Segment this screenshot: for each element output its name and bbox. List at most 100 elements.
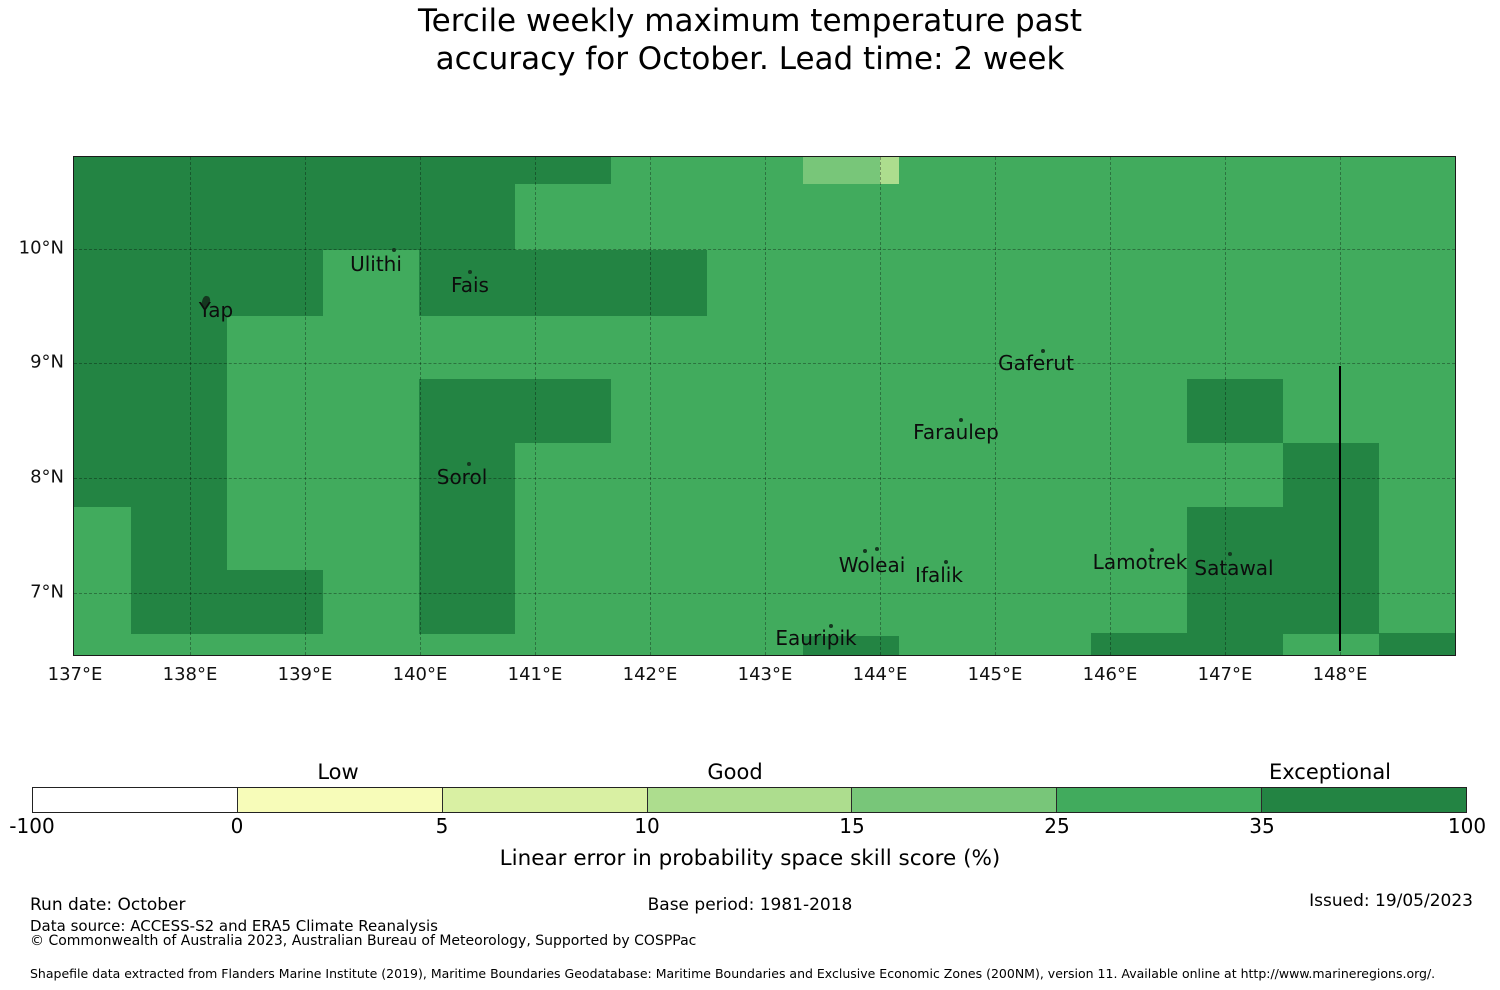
island-marker-dot	[863, 549, 867, 553]
footer-run-date: Run date: October	[30, 895, 186, 915]
island-marker-dot	[1150, 548, 1154, 552]
footer-issued: Issued: 19/05/2023	[1309, 891, 1473, 911]
map-cell	[74, 316, 227, 507]
colorbar-region-label-exceptional: Exceptional	[1268, 760, 1392, 784]
island-marker-dot	[875, 547, 879, 551]
gridline-vertical	[305, 157, 306, 655]
y-tick-label: 7°N	[30, 581, 64, 603]
eez-boundary-line	[1339, 366, 1341, 651]
gridline-vertical	[420, 157, 421, 655]
map-cell	[131, 507, 227, 634]
y-tick-label: 9°N	[30, 351, 64, 373]
island-marker-dot	[468, 270, 472, 274]
map-cell	[74, 250, 323, 316]
colorbar-segment	[646, 788, 852, 812]
map-cell	[419, 379, 515, 634]
island-label: Ifalik	[915, 563, 963, 587]
x-tick-label: 144°E	[852, 664, 908, 685]
x-tick-label: 148°E	[1312, 664, 1368, 685]
map-cell	[803, 157, 880, 184]
colorbar-tick-label: 5	[435, 814, 449, 838]
island-label: Ulithi	[350, 252, 402, 276]
map-cell	[227, 570, 323, 634]
colorbar-axis-label: Linear error in probability space skill …	[499, 846, 1001, 871]
island-marker-dot	[1041, 349, 1045, 353]
colorbar	[32, 787, 1467, 813]
island-marker-dot	[1228, 552, 1232, 556]
x-tick-label: 138°E	[162, 664, 218, 685]
gridline-vertical	[535, 157, 536, 655]
x-tick-label: 141°E	[507, 664, 563, 685]
island-label: Fais	[451, 273, 489, 297]
chart-title: Tercile weekly maximum temperature past …	[0, 2, 1500, 78]
gridline-vertical	[650, 157, 651, 655]
island-label: Yap	[198, 298, 234, 322]
colorbar-tick-label: -100	[9, 814, 55, 838]
map-cell	[419, 250, 707, 316]
map-cell	[1379, 633, 1455, 655]
island-label: Woleai	[838, 553, 906, 577]
colorbar-tick-label: 100	[1447, 814, 1487, 838]
gridline-horizontal	[74, 478, 1455, 479]
island-label: Eauripik	[775, 626, 857, 650]
map-cell	[1187, 379, 1283, 443]
footer-base-period: Base period: 1981-2018	[647, 895, 853, 915]
gridline-vertical	[1110, 157, 1111, 655]
map-cell	[1187, 507, 1283, 634]
gridline-vertical	[995, 157, 996, 655]
footer-shapefile-note: Shapefile data extracted from Flanders M…	[30, 966, 1436, 981]
island-marker-dot	[467, 462, 471, 466]
gridline-horizontal	[74, 363, 1455, 364]
y-tick-label: 8°N	[30, 466, 64, 488]
colorbar-segment	[1261, 788, 1467, 812]
colorbar-segment	[441, 788, 647, 812]
colorbar-region-label-good: Good	[707, 760, 763, 784]
colorbar-tick-label: 0	[230, 814, 244, 838]
island-label: Gaferut	[998, 351, 1074, 375]
colorbar-tick-label: 35	[1249, 814, 1275, 838]
x-tick-label: 146°E	[1082, 664, 1138, 685]
footer-data-source: Data source: ACCESS-S2 and ERA5 Climate …	[30, 917, 438, 935]
island-marker-dot	[392, 248, 396, 252]
map-cell	[515, 379, 611, 443]
island-label: Faraulep	[913, 420, 999, 444]
colorbar-region-label-low: Low	[317, 760, 359, 784]
y-tick-label: 10°N	[18, 237, 64, 259]
island-marker-dot	[959, 418, 963, 422]
island-marker-dot	[829, 624, 833, 628]
gridline-vertical	[190, 157, 191, 655]
x-axis-ticks: 137°E 138°E 139°E 140°E 141°E 142°E 143°E 144°E…	[0, 664, 1500, 690]
island-marker-dot	[944, 560, 948, 564]
colorbar-segment	[851, 788, 1057, 812]
map-cell	[880, 157, 899, 184]
x-tick-label: 143°E	[737, 664, 793, 685]
chart-title-line1: Tercile weekly maximum temperature past	[417, 3, 1082, 39]
footer-copyright: © Commonwealth of Australia 2023, Austra…	[30, 933, 697, 949]
colorbar-segment	[236, 788, 442, 812]
chart-title-line2: accuracy for October. Lead time: 2 week	[435, 41, 1065, 77]
map-cell	[803, 636, 899, 655]
x-tick-label: 140°E	[392, 664, 448, 685]
gridline-vertical	[1225, 157, 1226, 655]
y-axis-ticks: 10°N 9°N 8°N 7°N	[0, 0, 64, 990]
colorbar-segment	[1056, 788, 1262, 812]
map-cell	[1283, 443, 1379, 634]
colorbar-tick-label: 15	[839, 814, 865, 838]
x-tick-label: 139°E	[277, 664, 333, 685]
map-canvas: Yap Ulithi Fais Sorol Gaferut Faraulep Woleai I…	[73, 156, 1456, 656]
colorbar-segment	[33, 788, 237, 812]
colorbar-tick-label: 10	[634, 814, 660, 838]
colorbar-tick-label: 25	[1044, 814, 1070, 838]
gridline-vertical	[880, 157, 881, 655]
x-tick-label: 142°E	[622, 664, 678, 685]
gridline-horizontal	[74, 249, 1455, 250]
gridline-horizontal	[74, 593, 1455, 594]
island-label: Satawal	[1194, 556, 1274, 580]
map-cell	[515, 157, 611, 184]
island-label: Lamotrek	[1092, 550, 1188, 574]
map-cell	[74, 157, 515, 250]
x-tick-label: 137°E	[47, 664, 103, 685]
gridline-vertical	[765, 157, 766, 655]
island-label: Sorol	[436, 465, 488, 489]
